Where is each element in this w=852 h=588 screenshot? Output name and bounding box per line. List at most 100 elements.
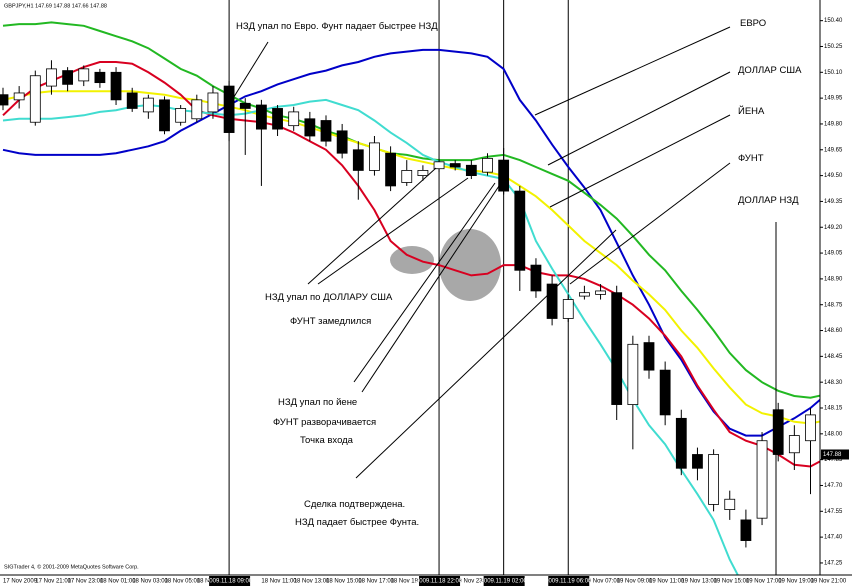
y-tick-label: 150.25 bbox=[824, 44, 843, 50]
candle-body bbox=[465, 164, 477, 176]
y-tick-label: 147.85 bbox=[824, 457, 843, 463]
candle-body bbox=[546, 283, 558, 319]
series-label: ДОЛЛАР США bbox=[738, 65, 802, 76]
y-tick-label: 149.35 bbox=[824, 199, 843, 205]
last-price-bg bbox=[821, 449, 849, 460]
candle-body bbox=[223, 85, 235, 133]
y-tick-label: 148.75 bbox=[824, 302, 843, 308]
y-tick-label: 149.80 bbox=[824, 122, 843, 128]
plot-area bbox=[0, 0, 820, 575]
ma-line bbox=[2, 90, 820, 425]
x-tick-label: 19 Nov 21:00 bbox=[811, 579, 847, 585]
y-tick-label: 149.20 bbox=[824, 225, 843, 231]
candle-body bbox=[320, 120, 332, 142]
x-tick-label-highlight: 2009.11.18 22:00 bbox=[416, 579, 463, 585]
candle-body bbox=[191, 99, 203, 120]
candle-body bbox=[304, 118, 316, 137]
y-tick-label: 148.15 bbox=[824, 406, 843, 412]
annotation-line bbox=[231, 41, 269, 101]
annotation: НЗД упал по Евро. Фунт падает быстрее НЗ… bbox=[236, 21, 438, 32]
y-tick-label: 149.65 bbox=[824, 147, 843, 153]
annotation-line bbox=[355, 229, 617, 479]
candle-body bbox=[627, 343, 639, 405]
candle-body bbox=[595, 290, 606, 295]
x-tick-label: 18 Nov 05:00 bbox=[165, 579, 201, 585]
candle-body bbox=[46, 68, 57, 87]
y-tick-label: 147.40 bbox=[824, 535, 843, 541]
candle-body bbox=[805, 414, 816, 442]
candle-body bbox=[94, 71, 106, 84]
candle-body bbox=[385, 152, 397, 187]
x-tick-label: 19 Nov 13:00 bbox=[681, 579, 717, 585]
x-tick-label: 19 Nov 11:00 bbox=[649, 579, 685, 585]
annotation-line bbox=[549, 114, 731, 208]
annotation: Сделка подтверждена. bbox=[304, 499, 405, 510]
candle-body bbox=[708, 454, 719, 505]
candle-body bbox=[417, 170, 429, 176]
x-tick-label: 18 Nov 13:00 bbox=[294, 579, 330, 585]
candle-body bbox=[643, 342, 655, 371]
candle-body bbox=[142, 97, 154, 113]
annotation-line bbox=[307, 167, 437, 285]
candle-body bbox=[788, 435, 800, 454]
x-tick-label: 19 Nov 17:00 bbox=[746, 579, 782, 585]
candle-body bbox=[207, 92, 219, 113]
candle-body bbox=[0, 94, 9, 106]
series-label: ДОЛЛАР НЗД bbox=[738, 195, 799, 206]
footer: SIGTrader 4, © 2001-2009 MetaQuotes Soft… bbox=[4, 563, 139, 570]
highlight-label-bg bbox=[209, 576, 251, 586]
candle-body bbox=[772, 409, 784, 455]
annotation-line bbox=[547, 71, 731, 166]
highlight-ellipse bbox=[439, 229, 501, 301]
candle-body bbox=[401, 170, 413, 183]
y-tick-label: 148.00 bbox=[824, 431, 843, 437]
annotation-line bbox=[317, 177, 469, 285]
last-price: 147.88 bbox=[823, 452, 842, 458]
candle-body bbox=[255, 104, 267, 130]
annotation: НЗД упал по йене bbox=[278, 397, 357, 408]
candle-body bbox=[126, 92, 138, 109]
x-tick-label: 18 Nov 19:00 bbox=[391, 579, 427, 585]
chart-header: GBPJPY,H1 147.69 147.88 147.66 147.88 bbox=[4, 3, 107, 9]
x-tick-label: 18 Nov 15:00 bbox=[326, 579, 362, 585]
candle-body bbox=[482, 157, 493, 173]
candle-body bbox=[13, 92, 25, 101]
candle-body bbox=[514, 190, 526, 271]
annotation: ФУНТ разворачивается bbox=[273, 417, 376, 428]
y-tick-label: 148.45 bbox=[824, 354, 843, 360]
candle-body bbox=[288, 111, 300, 127]
candle-body bbox=[756, 440, 768, 519]
candle-body bbox=[433, 161, 445, 170]
candle-body bbox=[62, 70, 73, 85]
series-label: ФУНТ bbox=[738, 153, 764, 164]
candle-body bbox=[530, 264, 542, 292]
candle-body bbox=[78, 68, 90, 82]
annotation: НЗД упал по ДОЛЛАРУ США bbox=[265, 292, 393, 303]
x-tick-label: 19 Nov 09:00 bbox=[617, 579, 653, 585]
candle-body bbox=[159, 99, 170, 132]
y-tick-label: 150.10 bbox=[824, 70, 843, 76]
x-tick-label-highlight: 2009.11.19 02:00 bbox=[481, 579, 528, 585]
highlight-ellipse bbox=[390, 246, 434, 274]
y-tick-label: 148.30 bbox=[824, 380, 843, 386]
candle-body bbox=[110, 71, 122, 101]
x-tick-label: 19 Nov 15:00 bbox=[714, 579, 750, 585]
y-tick-label: 148.60 bbox=[824, 328, 843, 334]
y-tick-label: 147.55 bbox=[824, 509, 843, 515]
candle-body bbox=[724, 498, 736, 510]
candle-body bbox=[498, 159, 510, 192]
candle-body bbox=[740, 519, 752, 541]
candle-body bbox=[611, 292, 623, 405]
x-tick-label: 19 Nov 07:00 bbox=[584, 579, 620, 585]
y-tick-label: 150.40 bbox=[824, 18, 843, 24]
annotation: ФУНТ замедлился bbox=[290, 316, 371, 327]
annotations bbox=[231, 26, 777, 575]
ma-line bbox=[2, 48, 820, 437]
x-tick-label: 18 Nov 23:00 bbox=[455, 579, 491, 585]
candle-body bbox=[692, 454, 703, 469]
candle-body bbox=[562, 299, 574, 319]
y-tick-label: 149.95 bbox=[824, 96, 843, 102]
x-tick-label: 18 Nov 01:00 bbox=[100, 579, 136, 585]
x-tick-label: 17 Nov 21:00 bbox=[35, 579, 71, 585]
